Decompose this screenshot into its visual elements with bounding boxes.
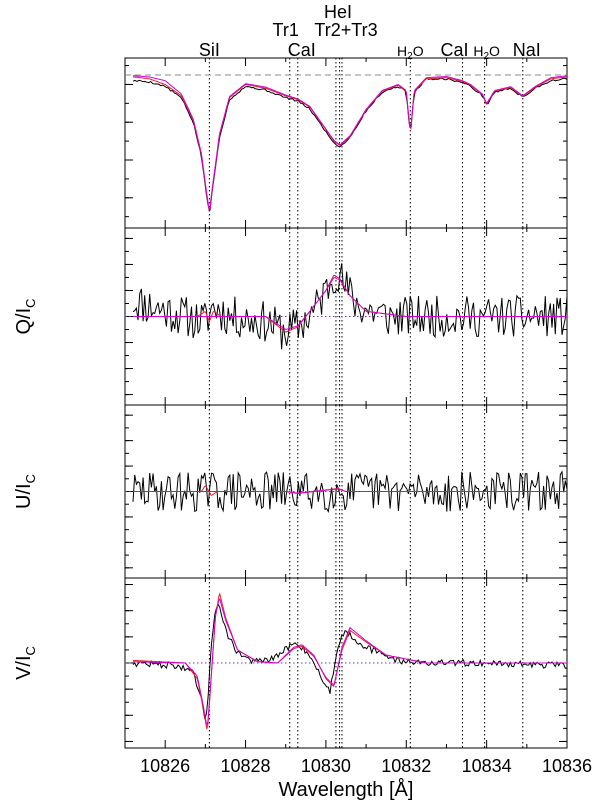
panel-U: U/IC [13, 404, 568, 579]
series-observed [132, 263, 567, 350]
panel-V: V/IC [13, 577, 568, 749]
panel-plot-area [125, 74, 567, 212]
line-label-part: H [397, 43, 407, 59]
series-fit-magenta [133, 274, 567, 330]
x-axis: Wavelength [Å] 10826 10828 10830 10832 10834… [140, 756, 592, 801]
line-label-sub: 2 [483, 51, 489, 62]
x-tick-label: 10830 [301, 756, 351, 776]
y-axis-title: U/IC [13, 474, 38, 509]
series-observed [132, 603, 567, 720]
y-axis-title-main: Q/I [13, 308, 35, 335]
y-axis-title-sub: C [23, 298, 38, 307]
x-tick-label: 10826 [140, 756, 190, 776]
line-label: NaI [513, 40, 541, 60]
line-label: CaI [288, 40, 316, 60]
x-axis-title: Wavelength [Å] [279, 778, 414, 801]
x-tick-label: 10834 [462, 756, 512, 776]
series-fit-magenta [133, 75, 567, 212]
series-fit-magenta [133, 597, 567, 726]
y-axis-title: Q/IC [13, 298, 38, 334]
line-label-part: O [489, 43, 500, 59]
series-fit-red [133, 592, 567, 730]
line-label: Tr2+Tr3 [314, 20, 377, 40]
x-tick-label: 10832 [381, 756, 431, 776]
line-label: H2O [473, 43, 500, 62]
panel-frame [124, 57, 568, 229]
panel-I [124, 57, 568, 229]
line-label-part: O [413, 43, 424, 59]
y-axis-title-sub: C [23, 646, 38, 655]
x-tick-label: 10836 [542, 756, 592, 776]
panel-Q: Q/IC [13, 227, 568, 406]
series-fit-magenta [133, 488, 567, 494]
line-label: CaI [440, 40, 468, 60]
y-axis-title-main: V/I [13, 655, 35, 679]
line-label: HeI [324, 2, 352, 22]
line-label: SiI [199, 40, 220, 60]
y-axis-title: V/IC [13, 646, 38, 680]
x-tick-label: 10828 [221, 756, 271, 776]
series-observed [132, 77, 567, 211]
panel-plot-area [125, 592, 567, 730]
stokes-panels: Q/ICU/ICV/IC [13, 57, 568, 749]
y-axis-title-sub: C [23, 474, 38, 483]
line-label: Tr1 [273, 20, 299, 40]
line-label-part: H [473, 43, 483, 59]
line-label-sub: 2 [407, 51, 413, 62]
y-axis-title-main: U/I [13, 483, 35, 509]
panel-plot-area [125, 263, 567, 350]
line-label: H2O [397, 43, 424, 62]
panel-plot-area [125, 470, 567, 514]
series-observed [132, 470, 567, 514]
